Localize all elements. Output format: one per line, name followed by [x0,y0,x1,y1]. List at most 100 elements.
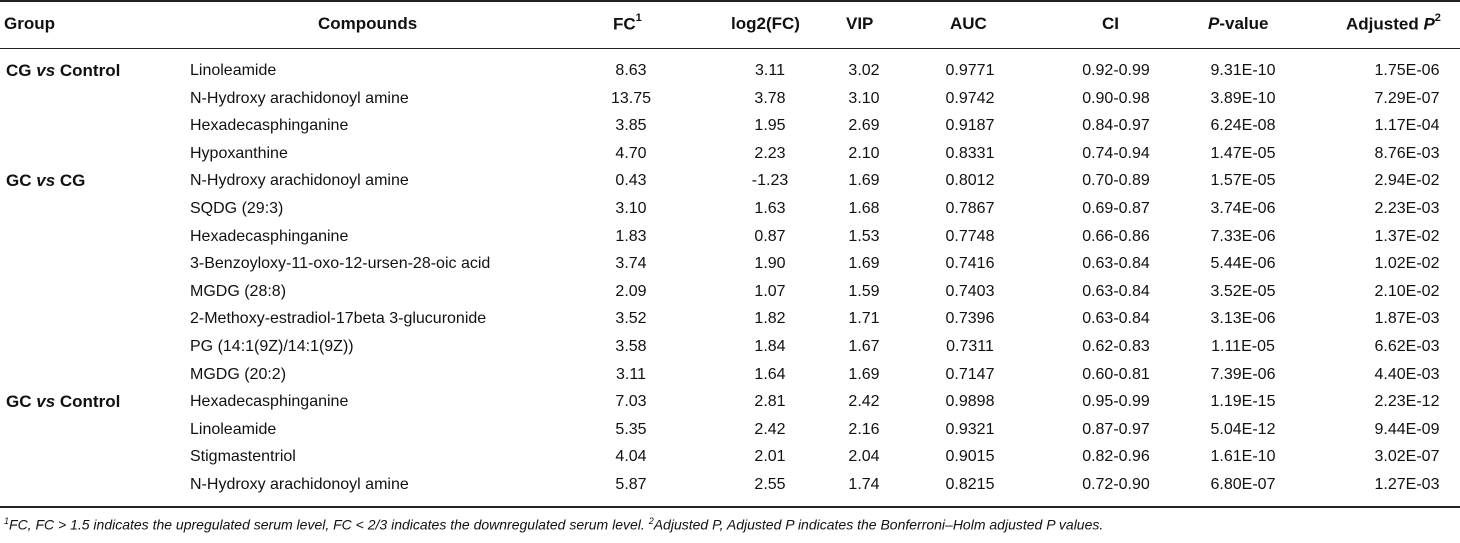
log2fc-cell: 3.78 [754,89,786,107]
ci-cell: 0.70-0.89 [1082,172,1150,190]
fc-cell: 3.11 [616,365,646,383]
table-row: MGDG (20:2) 3.11 1.64 1.69 0.7147 0.60-0.81 7.… [0,364,1460,392]
header-ci: CI [1102,14,1119,33]
pvalue-cell: 7.33E-06 [1210,227,1276,245]
table-row: Hexadecasphinganine 7.03 2.81 2.42 0.9898 0.9… [0,391,1460,419]
compound-cell: MGDG (28:8) [190,282,287,300]
adjusted-p-cell: 9.44E-09 [1374,420,1440,438]
log2fc-cell: 1.90 [754,255,786,273]
log2fc-cell: -1.23 [751,172,789,190]
pvalue-cell: 1.47E-05 [1210,144,1276,162]
log2fc-cell: 1.84 [754,338,786,355]
ci-cell: 0.87-0.97 [1082,420,1150,438]
pvalue-cell: 5.04E-12 [1210,420,1276,438]
compound-cell: Linoleamide [190,420,277,438]
adjusted-p-cell: 2.10E-02 [1374,282,1440,300]
compound-cell: PG (14:1(9Z)/14:1(9Z)) [190,338,354,355]
table-row: Hypoxanthine 4.70 2.23 2.10 0.8331 0.74-0.94 1… [0,143,1460,171]
fc-cell: 0.43 [615,172,647,190]
ci-cell: 0.66-0.86 [1082,227,1150,245]
auc-cell: 0.7867 [945,200,995,217]
header-vip: VIP [846,14,874,33]
vip-cell: 1.68 [848,200,880,217]
fc-cell: 13.75 [610,89,652,107]
adjusted-p-cell: 1.02E-02 [1374,255,1440,273]
log2fc-cell: 2.81 [754,393,786,411]
header-log2fc: log2(FC) [731,14,800,33]
adjusted-p-cell: 1.75E-06 [1374,62,1440,79]
adjusted-p-cell: 7.29E-07 [1374,89,1440,107]
pvalue-cell: 3.52E-05 [1210,282,1276,300]
ci-cell: 0.69-0.87 [1082,200,1150,217]
log2fc-cell: 1.63 [754,200,786,217]
auc-cell: 0.9187 [945,117,995,135]
log2fc-cell: 1.64 [754,365,786,383]
adjusted-p-cell: 1.37E-02 [1374,227,1440,245]
table-row: N-Hydroxy arachidonoyl amine 5.87 2.55 1.74… [0,474,1460,502]
table-row: Linoleamide 8.63 3.11 3.02 0.9771 0.92-0.99 9.… [0,60,1460,88]
fc-cell: 3.58 [615,338,647,355]
auc-cell: 0.7748 [945,227,995,245]
vip-cell: 1.69 [848,255,880,273]
group-label: GC vs CG [6,171,86,191]
fc-cell: 4.70 [615,144,647,162]
fc-cell: 5.87 [615,476,647,493]
log2fc-cell: 1.82 [754,310,786,328]
vip-cell: 2.10 [848,144,880,162]
auc-cell: 0.9898 [945,393,995,411]
adjusted-p-cell: 2.23E-12 [1374,393,1440,411]
auc-cell: 0.9321 [945,420,995,438]
adjusted-p-cell: 4.40E-03 [1374,365,1440,383]
fc-cell: 3.85 [615,117,647,135]
log2fc-cell: 2.55 [754,476,786,493]
ci-cell: 0.82-0.96 [1082,448,1150,466]
table-row: Hexadecasphinganine 3.85 1.95 2.69 0.9187 0.8… [0,115,1460,143]
pvalue-cell: 7.39E-06 [1210,365,1276,383]
auc-cell: 0.7396 [945,310,995,328]
header-group: Group [4,14,55,33]
log2fc-cell: 3.11 [755,62,785,79]
compound-cell: N-Hydroxy arachidonoyl amine [190,172,409,190]
adjusted-p-cell: 2.94E-02 [1374,172,1440,190]
vip-cell: 2.04 [848,448,880,466]
log2fc-cell: 1.07 [754,282,786,300]
compound-cell: Hexadecasphinganine [190,117,349,135]
vip-cell: 2.42 [848,393,880,411]
vip-cell: 1.69 [848,172,880,190]
ci-cell: 0.84-0.97 [1082,117,1150,135]
pvalue-cell: 6.80E-07 [1210,476,1276,493]
table-row: N-Hydroxy arachidonoyl amine 13.75 3.78 3.1… [0,88,1460,116]
compound-cell: Linoleamide [190,62,277,79]
log2fc-cell: 2.23 [754,144,786,162]
table-row: N-Hydroxy arachidonoyl amine 0.43 -1.23 1.6… [0,170,1460,198]
adjusted-p-cell: 1.17E-04 [1374,117,1440,135]
vip-cell: 1.53 [848,227,880,245]
table-row: SQDG (29:3) 3.10 1.63 1.68 0.7867 0.69-0.87 3.… [0,198,1460,226]
vip-cell: 1.69 [848,365,880,383]
ci-cell: 0.60-0.81 [1082,365,1150,383]
auc-cell: 0.9015 [945,448,995,466]
fc-cell: 2.09 [615,282,647,300]
fc-cell: 3.10 [615,200,647,217]
log2fc-cell: 0.87 [754,227,786,245]
pvalue-cell: 1.57E-05 [1210,172,1276,190]
compound-cell: 3-Benzoyloxy-11-oxo-12-ursen-28-oic acid [190,255,491,273]
table-row: 3-Benzoyloxy-11-oxo-12-ursen-28-oic acid… [0,253,1460,281]
table-row: PG (14:1(9Z)/14:1(9Z)) 3.58 1.84 1.67 0.7311… [0,336,1460,364]
pvalue-cell: 1.19E-15 [1210,393,1276,411]
ci-cell: 0.62-0.83 [1082,338,1150,355]
fc-cell: 3.74 [615,255,647,273]
pvalue-cell: 9.31E-10 [1210,62,1276,79]
compound-cell: Hypoxanthine [190,144,288,162]
table-row: Hexadecasphinganine 1.83 0.87 1.53 0.7748 0.6… [0,226,1460,254]
header-rule [0,48,1460,49]
pvalue-cell: 6.24E-08 [1210,117,1276,135]
ci-cell: 0.63-0.84 [1082,255,1150,273]
vip-cell: 3.02 [848,62,880,79]
header-compounds: Compounds [318,14,418,33]
compound-cell: Stigmastentriol [190,448,296,466]
compound-cell: MGDG (20:2) [190,365,287,383]
vip-cell: 1.71 [848,310,880,328]
auc-cell: 0.8331 [945,144,995,162]
compound-cell: 2-Methoxy-estradiol-17beta 3-glucuronide [190,310,487,328]
